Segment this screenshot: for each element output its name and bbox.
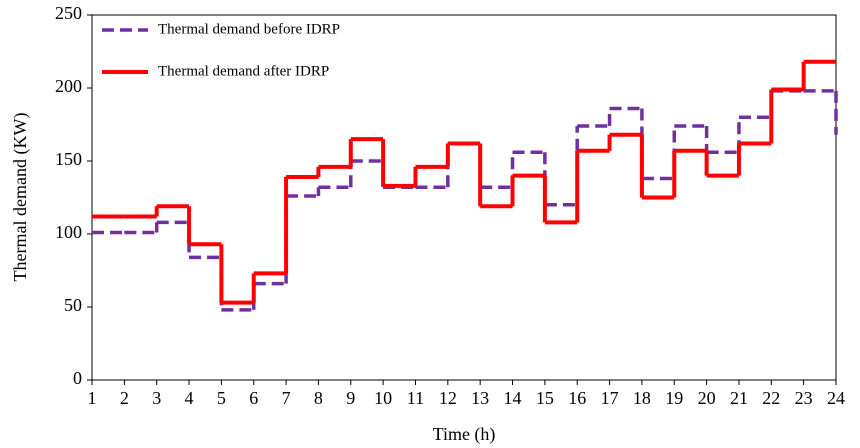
x-tick-label: 21 (730, 388, 748, 408)
legend-label: Thermal demand after IDRP (158, 63, 329, 79)
y-tick-label: 250 (55, 3, 82, 23)
x-tick-label: 1 (88, 388, 97, 408)
x-tick-label: 13 (471, 388, 489, 408)
legend-label: Thermal demand before IDRP (158, 21, 340, 37)
y-tick-label: 150 (55, 149, 82, 169)
x-tick-label: 10 (374, 388, 392, 408)
y-tick-label: 0 (73, 368, 82, 388)
x-tick-label: 20 (698, 388, 716, 408)
x-tick-label: 3 (152, 388, 161, 408)
x-tick-label: 22 (762, 388, 780, 408)
x-tick-label: 19 (665, 388, 683, 408)
x-tick-label: 24 (827, 388, 845, 408)
x-tick-label: 4 (185, 388, 194, 408)
x-tick-label: 6 (249, 388, 258, 408)
y-tick-label: 50 (64, 295, 82, 315)
x-tick-label: 23 (795, 388, 813, 408)
x-axis-label: Time (h) (433, 424, 496, 445)
y-axis-label: Thermal demand (KW) (10, 113, 31, 282)
y-tick-label: 100 (55, 222, 82, 242)
x-tick-label: 9 (346, 388, 355, 408)
x-tick-label: 18 (633, 388, 651, 408)
x-tick-label: 11 (407, 388, 424, 408)
plot-frame (91, 14, 837, 381)
x-tick-label: 5 (217, 388, 226, 408)
x-tick-label: 8 (314, 388, 323, 408)
x-tick-label: 2 (120, 388, 129, 408)
x-tick-label: 12 (439, 388, 457, 408)
x-tick-label: 16 (568, 388, 586, 408)
x-tick-label: 17 (601, 388, 619, 408)
y-tick-label: 200 (55, 76, 82, 96)
x-tick-label: 15 (536, 388, 554, 408)
x-tick-label: 7 (282, 388, 291, 408)
x-tick-label: 14 (504, 388, 522, 408)
